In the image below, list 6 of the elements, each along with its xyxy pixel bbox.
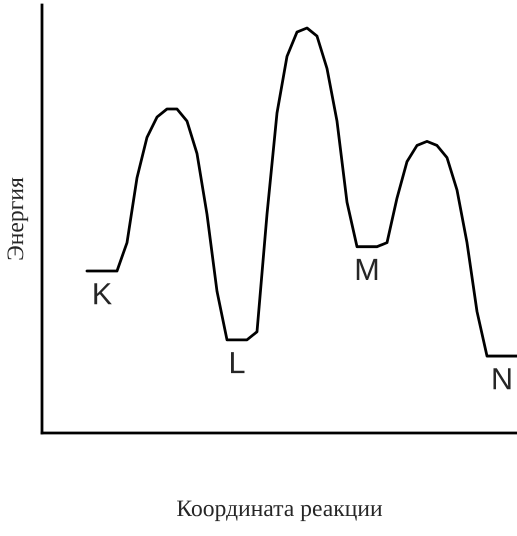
annotation: N (493, 368, 511, 390)
y-axis-title: Энергия (7, 178, 28, 260)
annotation: M (356, 258, 378, 280)
x-axis-title: Координата реакции (177, 500, 382, 522)
annotation: L (231, 352, 244, 374)
annotation: K (94, 283, 112, 304)
